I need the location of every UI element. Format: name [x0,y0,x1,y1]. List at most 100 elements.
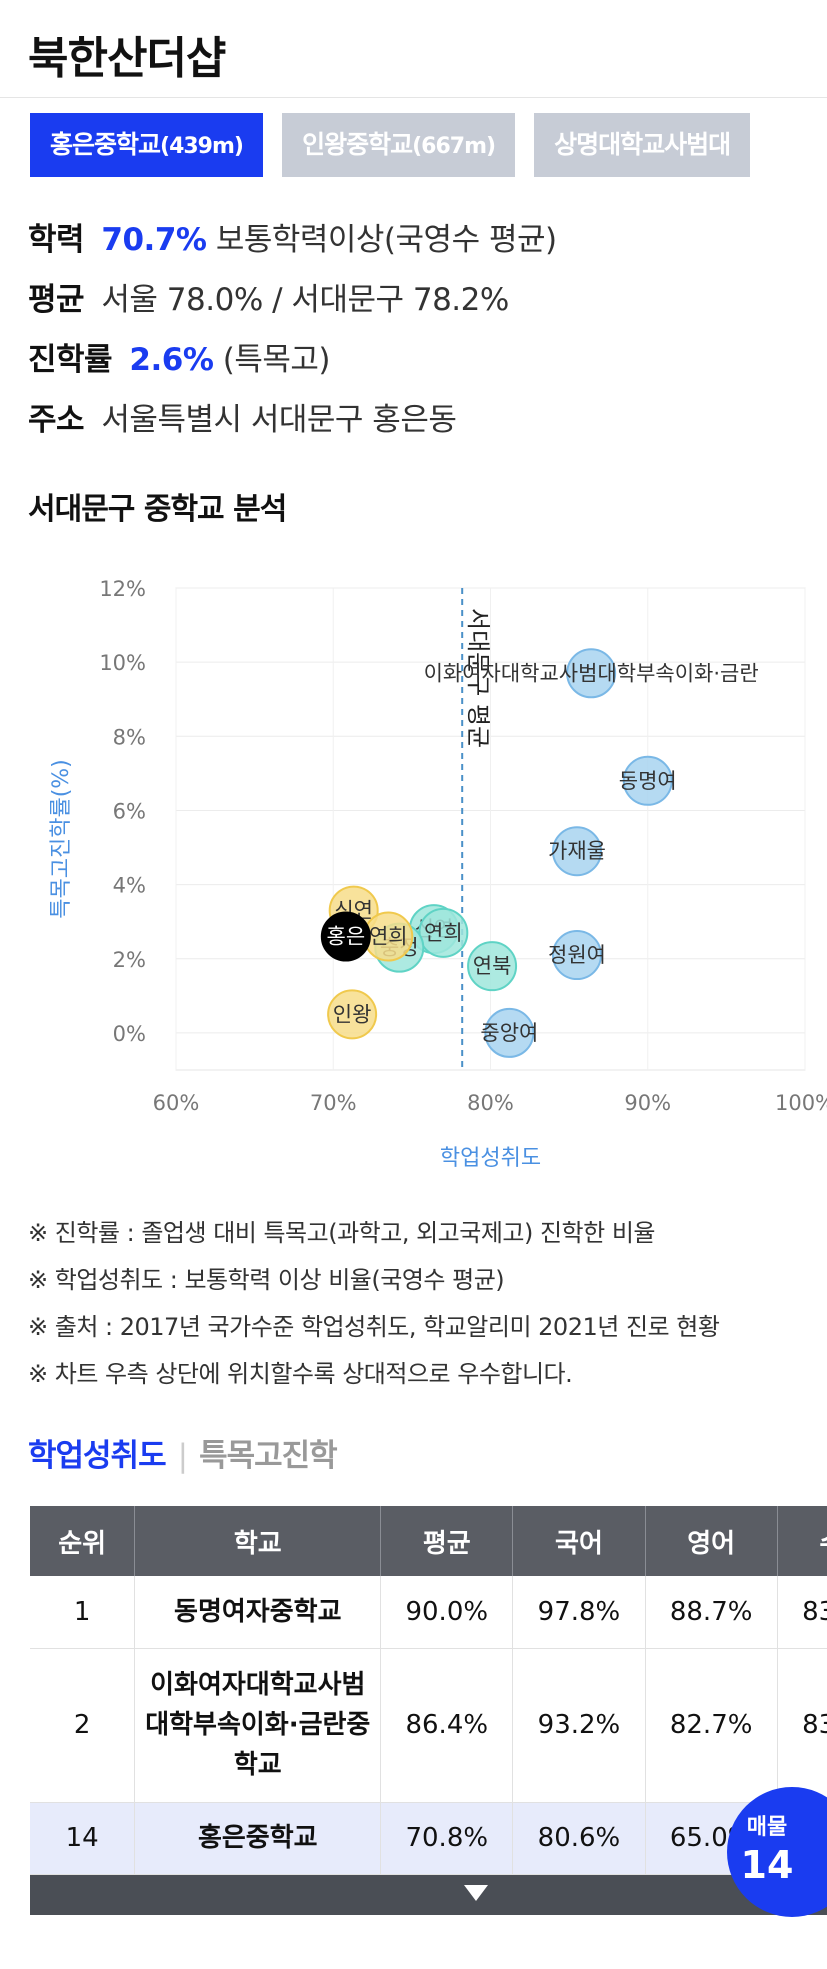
subtabs: 학업성취도 | 특목고진학 [28,1430,338,1475]
cell-kor: 97.8% [512,1576,646,1649]
tab-distance: (667m) [412,134,496,159]
listings-button[interactable]: 매물 14 [727,1787,827,1917]
header-eng: 영어 [645,1506,778,1576]
info-address: 주소 서울특별시 서대문구 홍은동 [28,398,557,458]
tab-label: 상명대학교사범대 [554,130,731,159]
tab-distance: (439m) [160,134,244,159]
y-tick-label: 0% [113,1022,146,1046]
note: ※ 학업성취도 : 보통학력 이상 비율(국영수 평균) [28,1266,505,1294]
cell-school: 홍은중학교 [134,1802,382,1875]
header: 북한산더샵 〈 [0,0,827,98]
cell-rank: 14 [30,1802,136,1875]
table-row: 1 동명여자중학교 90.0% 97.8% 88.7% 83.6% [30,1576,827,1649]
data-point-label: 가재울 [548,839,606,863]
header-school: 학교 [134,1506,382,1576]
data-point [622,755,673,806]
info-achievement: 학력 70.7% 보통학력이상(국영수 평균) [28,218,557,278]
header-kor: 국어 [512,1506,646,1576]
cell-avg: 90.0% [380,1576,514,1649]
header-math: 수학 [777,1506,827,1576]
data-point-label: 홍은 [327,925,366,949]
x-tick-label: 60% [153,1091,200,1115]
cell-school: 이화여자대학교사범대학부속이화·금란중학교 [134,1648,382,1803]
x-tick-label: 70% [310,1091,357,1115]
data-point [551,930,602,981]
cell-school: 동명여자중학교 [134,1576,382,1649]
data-point-label: 정원여 [548,943,606,967]
school-tabs: 홍은중학교(439m) 인왕중학교(667m) 상명대학교사범대 [30,113,827,177]
header-avg: 평균 [380,1506,514,1576]
notes: ※ 진학률 : 졸업생 대비 특목고(과학고, 외고국제고) 진학한 비율 ※ … [28,1210,720,1398]
ranking-table: 순위 학교 평균 국어 영어 수학 1 동명여자중학교 90.0% 97.8% … [30,1506,827,1875]
info-average: 평균 서울 78.0% / 서대문구 78.2% [28,278,557,338]
data-point-label: 연희 [369,925,408,949]
table-row: 2 이화여자대학교사범대학부속이화·금란중학교 86.4% 93.2% 82.7… [30,1648,827,1803]
tab-school-1[interactable]: 인왕중학교(667m) [282,113,516,177]
x-tick-label: 80% [467,1091,514,1115]
cell-rank: 2 [30,1648,136,1803]
y-axis-label: 특목고진학률(%) [49,759,74,919]
data-point [327,989,378,1040]
info-advance: 진학률 2.6% (특목고) [28,338,557,398]
info-key: 평균 [28,282,85,318]
chart-svg: 0% 2% 4% 6% 8% 10% 12% 60% 70% 80% 90% 100% 학업성취도 특목고… [49,577,827,1171]
chevron-down-icon [464,1885,488,1901]
data-point-label: 인왕 [333,1002,372,1026]
advance-value: 2.6% [129,342,214,378]
cell-math: 83.2% [777,1648,827,1803]
close-icon[interactable]: 〈 [800,14,827,70]
data-point [467,941,518,992]
note: ※ 차트 우측 상단에 위치할수록 상대적으로 우수합니다. [28,1360,573,1388]
y-tick-label: 12% [99,577,146,601]
tab-school-2[interactable]: 상명대학교사범대 [534,113,751,177]
cell-avg: 70.8% [380,1802,514,1875]
data-point-label: 동명여 [619,769,677,793]
subtab-divider: | [177,1438,189,1474]
y-tick-label: 6% [113,799,146,823]
table-row-current: 14 홍은중학교 70.8% 80.6% 65.0% [30,1802,827,1875]
header-rank: 순위 [30,1506,136,1576]
data-point [320,911,371,962]
cell-avg: 86.4% [380,1648,514,1803]
tab-school-0[interactable]: 홍은중학교(439m) [30,113,263,177]
data-point-label: 연북 [473,954,512,978]
info-key: 학력 [28,222,85,258]
y-tick-label: 4% [113,874,146,898]
address-value: 서울특별시 서대문구 홍은동 [101,402,457,438]
achievement-value: 70.7% [101,222,207,258]
achievement-desc: 보통학력이상(국영수 평균) [215,222,557,258]
average-value: 서울 78.0% / 서대문구 78.2% [101,282,509,318]
note: ※ 진학률 : 졸업생 대비 특목고(과학고, 외고국제고) 진학한 비율 [28,1219,656,1247]
expand-table-button[interactable] [30,1875,827,1915]
tab-label: 인왕중학교 [302,130,413,159]
data-point [551,826,602,877]
cell-eng: 88.7% [645,1576,778,1649]
cell-eng: 82.7% [645,1648,778,1803]
cell-rank: 1 [30,1576,136,1649]
cell-math: 83.6% [777,1576,827,1649]
info-key: 주소 [28,402,85,438]
note: ※ 출처 : 2017년 국가수준 학업성취도, 학교알리미 2021년 진로 … [28,1313,720,1341]
section-title: 서대문구 중학교 분석 [28,492,287,527]
data-point-label: 연희 [424,921,463,945]
data-point [566,648,617,699]
tab-label: 홍은중학교 [50,130,161,159]
school-info: 학력 70.7% 보통학력이상(국영수 평균) 평균 서울 78.0% / 서대… [28,218,557,458]
data-point-label: 중앙여 [480,1021,538,1045]
scatter-chart: 0% 2% 4% 6% 8% 10% 12% 60% 70% 80% 90% 100% 학업성취도 특목고… [0,550,827,1190]
page-title: 북한산더샵 [28,33,226,84]
cell-kor: 80.6% [512,1802,646,1875]
data-point-label: 이화여자대학교사범대학부속이화·금란 [424,661,759,685]
cell-kor: 93.2% [512,1648,646,1803]
average-ref-label: 서대문구 평균 [464,608,492,748]
listings-label: 매물 [746,1815,788,1840]
y-tick-label: 2% [113,948,146,972]
info-key: 진학률 [28,342,113,378]
x-tick-label: 90% [624,1091,671,1115]
subtab-achievement[interactable]: 학업성취도 [28,1438,167,1474]
y-tick-label: 10% [99,651,146,675]
listings-count: 14 [740,1843,794,1887]
table-header-row: 순위 학교 평균 국어 영어 수학 [30,1506,827,1576]
data-point [484,1007,535,1058]
subtab-advance[interactable]: 특목고진학 [199,1438,338,1474]
